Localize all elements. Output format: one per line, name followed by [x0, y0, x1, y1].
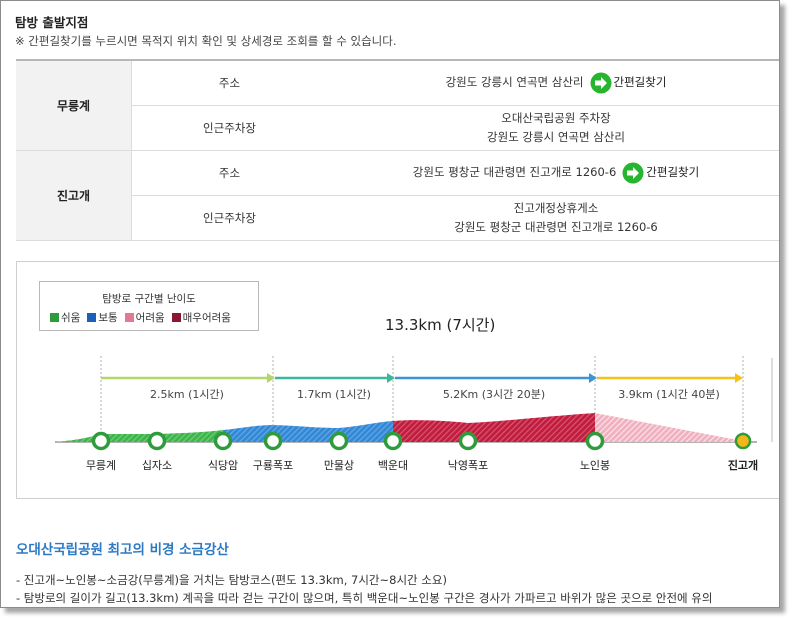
legend-swatch [124, 313, 134, 322]
stop-label: 노인봉 [580, 459, 610, 472]
stop-label: 십자소 [142, 459, 172, 472]
directions-arrow-icon [622, 162, 644, 183]
stop-label: 식당암 [208, 459, 238, 472]
parking-label: 인근주차장 [131, 195, 327, 241]
address-cell: 강원도 강릉시 연곡면 삼산리 간편길찾기 [327, 60, 779, 106]
parking-name: 오대산국립공원 주차장 [501, 110, 611, 125]
parking-cell: 오대산국립공원 주차장 강원도 강릉시 연곡면 삼산리 [327, 105, 779, 151]
stop-label: 백운대 [378, 459, 408, 472]
page-title: 탐방 출발지점 [15, 15, 89, 30]
address-cell: 강원도 평창군 대관령면 진고개로 1260-6 간편길찾기 [327, 150, 779, 196]
table-row: 인근주차장 진고개정상휴게소 강원도 평창군 대관령면 진고개로 1260-6 [16, 195, 779, 241]
page-subtitle: ※ 간편길찾기를 누르시면 목적지 위치 확인 및 상세경로 조회를 할 수 있… [15, 34, 397, 48]
stop-label: 무릉계 [86, 459, 116, 472]
destination-marker [734, 432, 752, 450]
segment-label: 3.9km (1시간 40분) [618, 388, 720, 401]
address-text: 강원도 강릉시 연곡면 삼산리 [445, 75, 584, 90]
stop-label: 구룡폭포 [253, 459, 293, 472]
address-text: 강원도 평창군 대관령면 진고개로 1260-6 [412, 165, 617, 179]
article-line: - 탐방로의 길이가 길고(13.3km) 계곡을 따라 걷는 구간이 많으며,… [16, 591, 713, 605]
course-total: 13.3km (7시간) [385, 316, 496, 334]
legend-item: 매우어려움 [171, 310, 231, 325]
course-profile-graphic: 2.5km (1시간) 1.7km (1시간) 5.2Km (3시간 20분) … [55, 356, 773, 472]
directions-arrow-icon [590, 72, 612, 94]
directions-label: 간편길찾기 [613, 75, 667, 90]
legend-swatch [50, 313, 59, 322]
stop-label: 낙영폭포 [448, 459, 488, 472]
legend-item: 어려움 [124, 310, 165, 325]
address-label: 주소 [131, 60, 327, 106]
table-row: 무릉계 주소 강원도 강릉시 연곡면 삼산리 간편길찾기 [16, 60, 779, 151]
parking-label: 인근주차장 [131, 105, 327, 151]
legend-swatch [171, 313, 181, 322]
legend-items: 쉬움 보통 어려움 매우어려움 [50, 310, 231, 325]
article-title: 오대산국립공원 최고의 비경 소금강산 [16, 542, 229, 558]
segment-label: 2.5km (1시간) [150, 388, 224, 401]
difficulty-legend: 탐방로 구간별 난이도 쉬움 보통 어려움 매우어려움 [39, 281, 259, 331]
stop-label: 만물상 [324, 459, 354, 472]
legend-title: 탐방로 구간별 난이도 [102, 293, 196, 305]
segment-label: 5.2Km (3시간 20분) [443, 388, 545, 401]
table-row: 진고개 주소 강원도 평창군 대관령면 진고개로 1260-6 간편길찾기 [16, 150, 779, 241]
segment-label: 1.7km (1시간) [297, 388, 371, 401]
directions-label: 간편길찾기 [646, 165, 700, 179]
segment-arrows [101, 373, 743, 383]
parking-address: 강원도 평창군 대관령면 진고개로 1260-6 [454, 219, 658, 234]
trailhead-name: 무릉계 [16, 60, 132, 151]
parking-name: 진고개정상휴게소 [513, 200, 599, 215]
article-line: - 진고개~노인봉~소금강(무릉계)을 거치는 탐방코스(편도 13.3km, … [16, 573, 447, 587]
parking-cell: 진고개정상휴게소 강원도 평창군 대관령면 진고개로 1260-6 [327, 195, 779, 241]
stop-markers [91, 431, 605, 451]
table-row: 인근주차장 오대산국립공원 주차장 강원도 강릉시 연곡면 삼산리 [16, 105, 779, 151]
trailhead-name: 진고개 [16, 150, 132, 241]
legend-swatch [87, 313, 97, 322]
parking-address: 강원도 강릉시 연곡면 삼산리 [487, 129, 625, 144]
stop-label: 진고개 [728, 458, 758, 472]
trailhead-table: 무릉계 주소 강원도 강릉시 연곡면 삼산리 간편길찾기 인근주차장 [16, 59, 779, 241]
course-profile: 2.5km (1시간) 1.7km (1시간) 5.2Km (3시간 20분) … [16, 261, 779, 499]
address-label: 주소 [131, 150, 327, 196]
directions-button[interactable]: 간편길찾기 [590, 72, 667, 94]
legend-item: 보통 [87, 310, 118, 325]
directions-button[interactable]: 간편길찾기 [622, 162, 699, 184]
legend-item: 쉬움 [50, 310, 80, 325]
page-frame: 탐방 출발지점 ※ 간편길찾기를 누르시면 목적지 위치 확인 및 상세경로 조… [0, 0, 780, 608]
